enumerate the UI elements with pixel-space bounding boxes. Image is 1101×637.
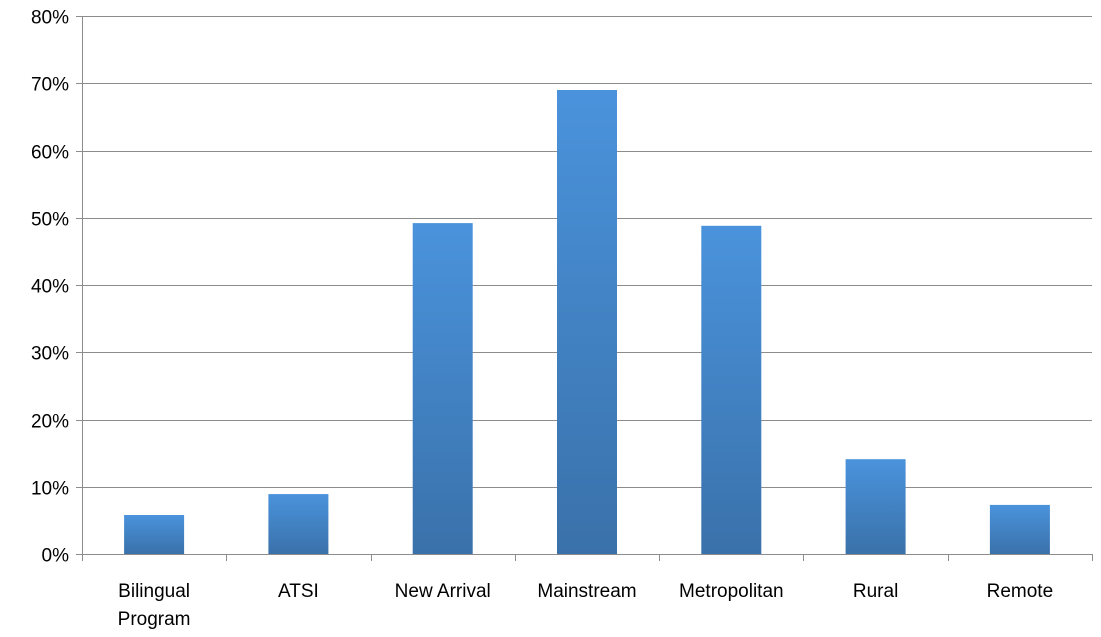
bars [124,90,1050,555]
y-tick-label: 10% [31,479,69,500]
x-tick-label: Rural [853,581,898,602]
y-tick-label: 80% [31,8,69,29]
x-tick-label: New Arrival [395,581,491,602]
bar [124,515,185,554]
bar [412,223,473,554]
x-tick-label: Mainstream [537,581,636,602]
bar [268,494,329,554]
x-tick-label: ATSI [278,581,319,602]
axes [82,16,1093,561]
y-tick-label: 70% [31,75,69,96]
x-axis-tick-labels: Bilingual Program ATSI New Arrival Mainstrea… [118,581,1053,630]
y-tick-label: 40% [31,277,69,298]
x-tick-label: Remote [987,581,1054,602]
bar [557,90,617,554]
y-axis-tick-labels: 0% 10% 20% 30% 40% 50% 60% 70% 80% [31,8,69,567]
bar [845,459,906,554]
x-tick-label: Bilingual Program [118,581,191,630]
y-tick-label: 60% [31,143,69,164]
y-tick-label: 20% [31,412,69,433]
x-tick-label: Metropolitan [679,581,784,602]
bar [701,225,762,555]
y-tick-label: 30% [31,344,69,365]
bar [989,504,1050,554]
y-tick-label: 0% [42,546,70,567]
y-tick-label: 50% [31,210,69,231]
